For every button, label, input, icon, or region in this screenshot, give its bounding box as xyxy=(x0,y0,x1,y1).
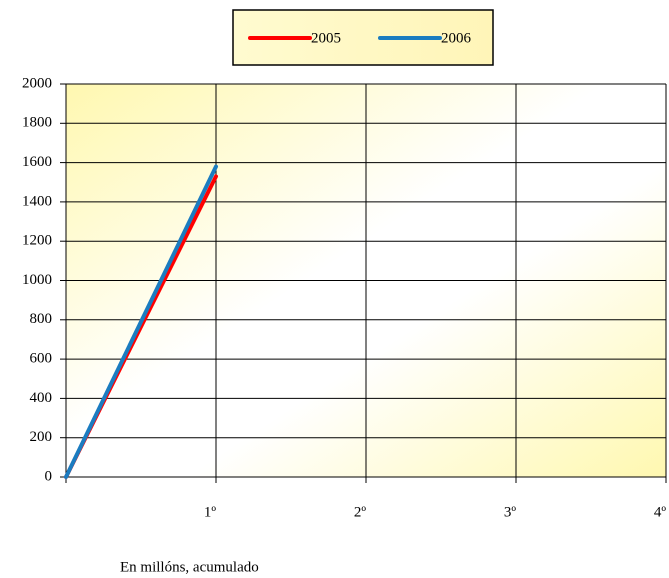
x-tick-label: 1º xyxy=(204,504,217,520)
y-tick-label: 1200 xyxy=(22,233,52,249)
y-tick-label: 0 xyxy=(45,468,53,484)
y-tick-label: 400 xyxy=(30,390,53,406)
y-tick-label: 800 xyxy=(30,311,53,327)
y-tick-label: 1000 xyxy=(22,272,52,288)
y-tick-label: 1800 xyxy=(22,115,52,131)
y-tick-label: 200 xyxy=(30,429,53,445)
y-tick-label: 600 xyxy=(30,351,53,367)
legend-label: 2006 xyxy=(441,30,472,46)
x-tick-label: 4º xyxy=(654,504,667,520)
series-line xyxy=(64,164,218,479)
legend-label: 2005 xyxy=(311,30,341,46)
y-tick-label: 2000 xyxy=(22,75,52,91)
y-tick-label: 1400 xyxy=(22,193,52,209)
x-tick-label: 3º xyxy=(504,504,517,520)
y-tick-label: 1600 xyxy=(22,154,52,170)
x-tick-label: 2º xyxy=(354,504,367,520)
x-axis-title: En millóns, acumulado xyxy=(120,559,259,575)
